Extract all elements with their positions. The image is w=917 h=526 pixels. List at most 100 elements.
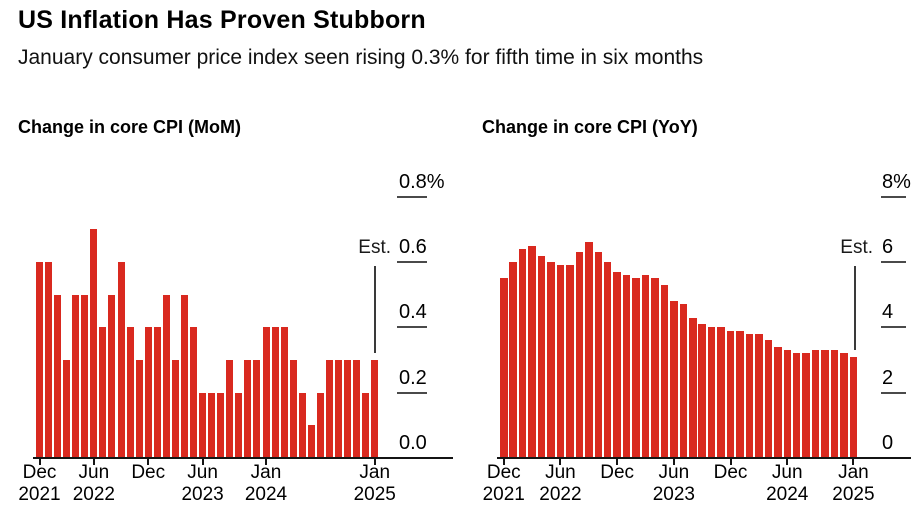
axis-baseline <box>497 457 911 459</box>
bar <box>802 353 810 458</box>
bar <box>190 327 198 458</box>
x-axis-label: Dec <box>131 462 166 483</box>
bar <box>811 350 820 458</box>
bar <box>344 360 352 458</box>
bar <box>199 392 207 458</box>
bar <box>717 327 725 458</box>
x-tick-mark <box>616 458 619 465</box>
bar <box>180 294 188 458</box>
x-axis-label: Dec 2021 <box>482 462 525 505</box>
bar <box>262 327 270 458</box>
bar <box>509 262 517 458</box>
bar <box>547 262 555 458</box>
bar <box>144 327 152 458</box>
x-tick-mark <box>265 458 267 465</box>
bar <box>603 262 612 458</box>
y-axis-label: 0 <box>882 432 894 454</box>
bar <box>235 392 243 458</box>
bar <box>271 327 279 458</box>
bar <box>316 392 324 458</box>
bar <box>253 360 261 458</box>
x-axis-label: Jun 2023 <box>652 462 695 505</box>
bar <box>830 350 839 458</box>
bar <box>217 392 225 458</box>
x-tick-mark <box>147 458 150 465</box>
bar <box>162 294 170 458</box>
bar <box>641 275 650 458</box>
bar <box>325 360 333 458</box>
x-axis-label: Dec <box>600 462 635 483</box>
grid-dash <box>881 261 906 264</box>
y-axis-label: 8% <box>882 170 911 193</box>
x-axis-label: Jun 2023 <box>181 462 224 505</box>
y-axis-label: 4 <box>882 301 894 324</box>
bar <box>45 262 53 458</box>
grid-dash <box>397 261 427 264</box>
x-axis-label: Dec <box>713 462 748 483</box>
bar <box>670 301 678 458</box>
bar <box>556 265 565 458</box>
bar <box>518 248 527 458</box>
bar <box>99 327 107 458</box>
est-label: Est. <box>358 237 391 258</box>
bar <box>153 327 161 458</box>
x-tick-mark <box>201 458 204 465</box>
y-axis-label: 0.4 <box>399 301 427 324</box>
bar <box>537 255 546 458</box>
chart-mom-title: Change in core CPI (MoM) <box>18 117 242 137</box>
y-axis-label: 0.2 <box>399 366 427 389</box>
bar <box>622 275 631 458</box>
bar <box>632 278 640 458</box>
x-tick-mark <box>729 458 732 465</box>
bar <box>528 245 536 458</box>
grid-dash <box>881 195 906 198</box>
bar <box>54 294 62 458</box>
bar <box>679 304 688 458</box>
x-tick-mark <box>38 458 41 465</box>
bar <box>280 327 288 458</box>
bar <box>36 262 43 458</box>
bar <box>108 294 116 458</box>
bar <box>792 353 801 458</box>
x-axis-label: Jan 2024 <box>244 462 288 505</box>
bar <box>90 229 98 458</box>
bar <box>171 360 179 458</box>
est-line <box>374 266 376 354</box>
bar <box>726 330 735 458</box>
x-axis-label: Jun 2024 <box>766 462 809 505</box>
axis-baseline <box>33 457 453 459</box>
bar <box>840 353 848 458</box>
bar <box>575 252 584 458</box>
x-axis-label: Dec 2021 <box>18 462 61 505</box>
est-label: Est. <box>840 237 873 258</box>
x-tick-mark <box>852 458 855 465</box>
x-tick-mark <box>92 458 95 465</box>
x-tick-mark <box>502 458 505 465</box>
bar <box>660 284 669 458</box>
grid-dash <box>397 391 427 394</box>
grid-dash <box>881 326 906 329</box>
bar <box>298 392 306 458</box>
bar <box>63 360 71 458</box>
bar <box>334 360 342 458</box>
bar <box>566 265 574 458</box>
bar <box>849 356 858 458</box>
bar <box>764 340 773 458</box>
bar <box>774 346 782 458</box>
grid-dash <box>397 195 427 198</box>
x-axis-label: Jun 2022 <box>72 462 115 505</box>
bar <box>821 350 829 458</box>
y-axis-label: 0.0 <box>399 432 427 454</box>
y-axis-label: 2 <box>882 366 894 389</box>
bar <box>117 262 125 458</box>
bar <box>126 327 134 458</box>
x-tick-mark <box>672 458 675 465</box>
bar <box>135 360 143 458</box>
bar <box>371 360 379 458</box>
grid-dash <box>397 326 427 329</box>
page-title: US Inflation Has Proven Stubborn <box>18 6 426 34</box>
bar <box>72 294 80 458</box>
bar <box>226 360 234 458</box>
chart-yoy-title: Change in core CPI (YoY) <box>482 117 698 137</box>
est-line <box>854 266 856 350</box>
